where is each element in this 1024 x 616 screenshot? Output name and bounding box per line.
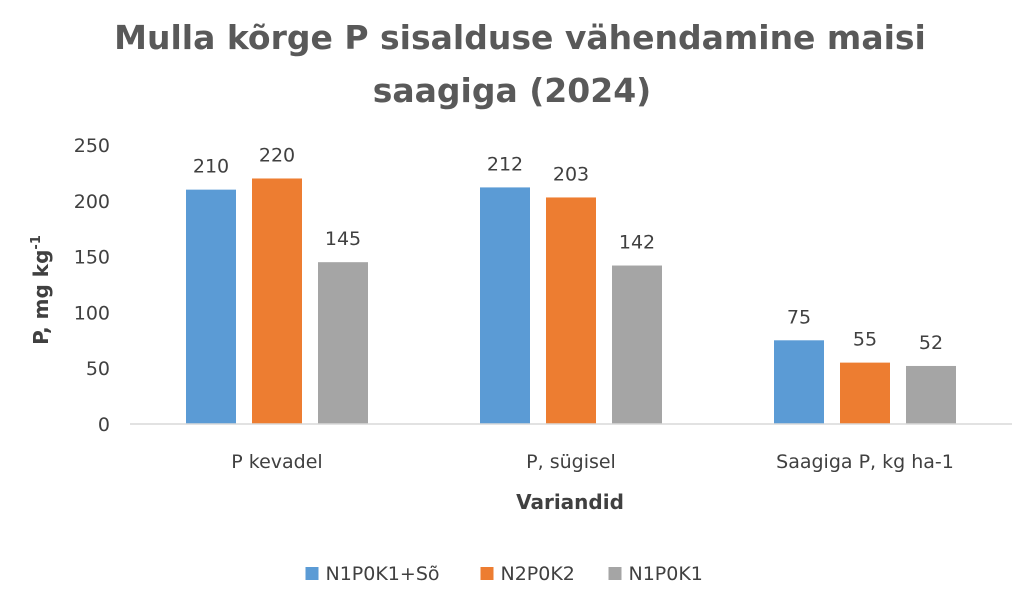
data-label: 75 [787, 306, 811, 328]
bars-group [186, 178, 956, 424]
y-tick-label: 250 [74, 135, 110, 157]
data-label: 203 [553, 163, 589, 185]
y-tick-label: 100 [74, 302, 110, 324]
legend-swatch [305, 567, 319, 580]
x-axis-title: Variandid [516, 490, 624, 514]
y-axis: 0 50 100 150 200 250 [74, 135, 110, 436]
data-label: 212 [487, 153, 523, 175]
x-tick-label: P, sügisel [526, 451, 616, 473]
x-tick-label: Saagiga P, kg ha-1 [776, 451, 954, 473]
data-labels-group: 210 220 145 212 203 142 75 55 52 [193, 144, 943, 353]
bar-3-1 [774, 340, 824, 424]
data-label: 220 [259, 144, 295, 166]
bar-2-3 [612, 265, 662, 424]
legend: N1P0K1+Sõ N2P0K2 N1P0K1 [305, 563, 703, 585]
legend-item-label: N1P0K1 [629, 563, 703, 585]
chart-title-line-2: saagiga (2024) [373, 71, 652, 110]
data-label: 52 [919, 332, 943, 354]
data-label: 55 [853, 329, 877, 351]
y-tick-label: 200 [74, 191, 110, 213]
legend-item-label: N1P0K1+Sõ [326, 563, 440, 585]
bar-2-2 [546, 197, 596, 424]
x-axis: P kevadel P, sügisel Saagiga P, kg ha-1 [231, 451, 954, 473]
data-label: 210 [193, 156, 229, 178]
legend-swatch [480, 567, 494, 580]
legend-item-label: N2P0K2 [501, 563, 575, 585]
bar-1-3 [318, 262, 368, 424]
y-tick-label: 150 [74, 247, 110, 269]
y-tick-label: 0 [98, 414, 110, 436]
data-label: 142 [619, 232, 655, 254]
bar-3-2 [840, 362, 890, 424]
chart-title-line-1: Mulla kõrge P sisalduse vähendamine mais… [114, 18, 926, 57]
bar-1-1 [186, 189, 236, 424]
bar-1-2 [252, 178, 302, 424]
legend-swatch [608, 567, 622, 580]
y-tick-label: 50 [86, 358, 110, 380]
x-tick-label: P kevadel [231, 451, 322, 473]
bar-3-3 [906, 365, 956, 424]
y-axis-title: P, mg kg-1 [29, 235, 53, 345]
data-label: 145 [325, 228, 361, 250]
bar-2-1 [480, 187, 530, 424]
